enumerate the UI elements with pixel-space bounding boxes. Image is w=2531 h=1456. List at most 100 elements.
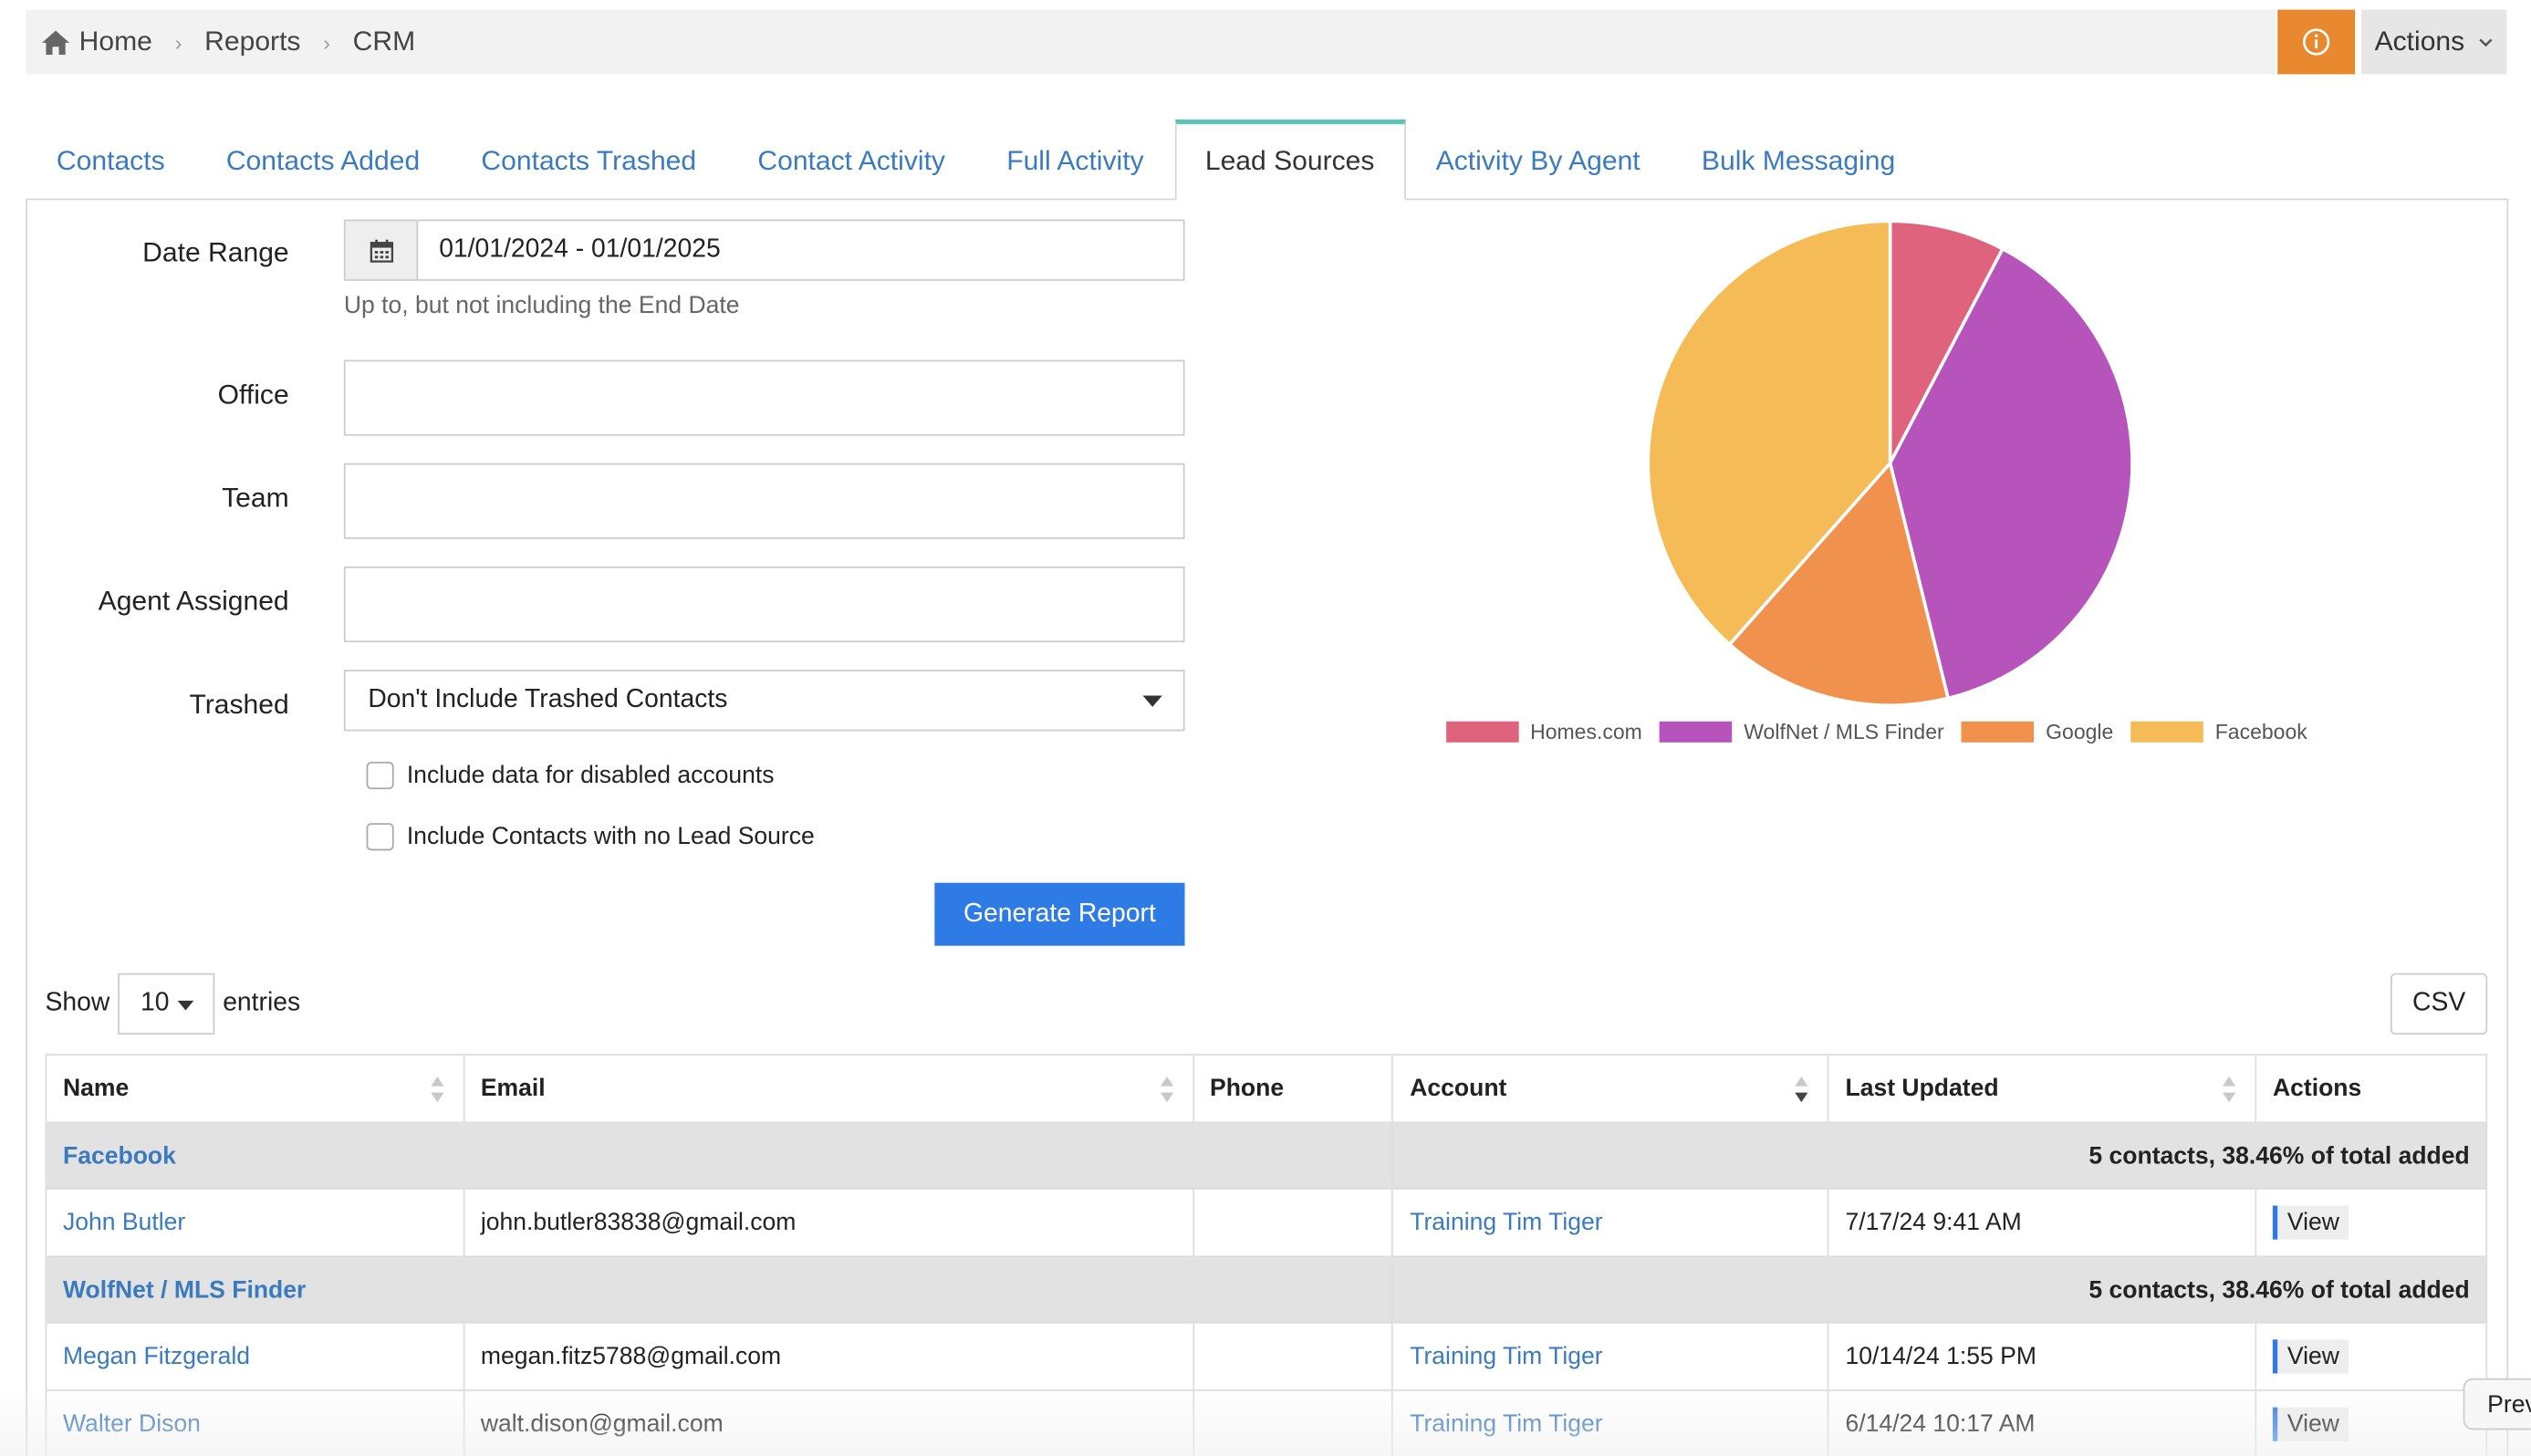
group-name-cell: WolfNet / MLS Finder (45, 1255, 1394, 1324)
date-range-hint: Up to, but not including the End Date (343, 292, 740, 320)
last-updated: 10/14/24 1:55 PM (1828, 1321, 2257, 1391)
agent-assigned-select[interactable] (343, 566, 1185, 643)
column-header-account[interactable]: Account (1391, 1054, 1829, 1124)
legend-item[interactable]: WolfNet / MLS Finder (1660, 720, 1944, 744)
chevron-right-icon: › (323, 29, 330, 55)
legend-label: Homes.com (1530, 720, 1642, 744)
page-length-control: Show 10 entries (45, 972, 301, 1035)
generate-report-button[interactable]: Generate Report (934, 882, 1185, 946)
trashed-select[interactable]: Don't Include Trashed Contacts (343, 670, 1185, 732)
legend-swatch (1446, 721, 1519, 743)
legend-item[interactable]: Homes.com (1446, 720, 1642, 744)
office-label: Office (217, 379, 289, 411)
contact-name-link[interactable]: Walter Dison (62, 1410, 201, 1439)
csv-export-button[interactable]: CSV (2390, 972, 2488, 1035)
column-header-email-label: Email (480, 1075, 546, 1103)
tab-contacts-added[interactable]: Contacts Added (225, 144, 421, 175)
pie-slice-homes-com[interactable] (1888, 219, 2005, 464)
tab-bulk-messaging[interactable]: Bulk Messaging (1701, 144, 1896, 175)
column-header-phone-label: Phone (1209, 1075, 1285, 1103)
group-name-link[interactable]: WolfNet / MLS Finder (62, 1275, 307, 1304)
lead-sources-table: Name Email Phone Account Last Updated Ac… (45, 1054, 2488, 1456)
account-link[interactable]: Training Tim Tiger (1410, 1209, 1603, 1237)
breadcrumb-reports-label: Reports (204, 26, 301, 57)
sort-icon (2223, 1076, 2236, 1103)
breadcrumb: Home › Reports › CRM (26, 9, 2276, 75)
column-header-phone: Phone (1192, 1054, 1394, 1124)
info-icon (2303, 28, 2330, 56)
legend-item[interactable]: Facebook (2130, 720, 2307, 744)
contact-phone (1192, 1188, 1394, 1258)
tab-activity-by-agent[interactable]: Activity By Agent (1435, 144, 1640, 175)
view-button[interactable]: View (2272, 1205, 2349, 1240)
group-row-facebook: Facebook 5 contacts, 38.46% of total add… (45, 1121, 2488, 1190)
include-no-source-row: Include Contacts with no Lead Source (366, 823, 815, 851)
tab-lead-sources[interactable]: Lead Sources (1174, 119, 1406, 201)
sort-icon (1160, 1076, 1173, 1103)
legend-label: Facebook (2214, 720, 2307, 744)
contact-phone (1192, 1321, 1394, 1391)
column-header-actions: Actions (2255, 1054, 2488, 1124)
pie-slice-google[interactable] (1727, 460, 1951, 707)
include-no-source-checkbox[interactable] (366, 823, 394, 851)
column-header-name[interactable]: Name (45, 1054, 465, 1124)
legend-swatch (2130, 721, 2204, 743)
breadcrumb-crm-label: CRM (352, 26, 416, 57)
column-header-last-updated-label: Last Updated (1845, 1075, 1999, 1103)
lead-sources-pie-chart (1646, 219, 2134, 707)
page-length-select[interactable]: 10 (118, 972, 215, 1035)
date-range-value: 01/01/2024 - 01/01/2025 (439, 235, 721, 264)
group-row-wolfnet: WolfNet / MLS Finder 5 contacts, 38.46% … (45, 1255, 2488, 1324)
view-button[interactable]: View (2272, 1407, 2349, 1441)
tab-full-activity[interactable]: Full Activity (1006, 144, 1144, 175)
legend-swatch (1660, 721, 1733, 743)
include-no-source-label: Include Contacts with no Lead Source (406, 823, 815, 851)
breadcrumb-crm: CRM (353, 26, 415, 57)
chevron-right-icon: › (174, 29, 182, 55)
preview-button[interactable]: Prev (2463, 1378, 2531, 1430)
tab-contacts[interactable]: Contacts (56, 144, 165, 175)
tab-contacts-trashed[interactable]: Contacts Trashed (481, 144, 697, 175)
breadcrumb-reports[interactable]: Reports (204, 26, 300, 57)
view-button[interactable]: View (2272, 1339, 2349, 1374)
breadcrumb-home[interactable]: Home (41, 26, 152, 57)
tab-contact-activity[interactable]: Contact Activity (757, 144, 945, 175)
date-range-input[interactable]: 01/01/2024 - 01/01/2025 (343, 219, 1185, 281)
account-link[interactable]: Training Tim Tiger (1410, 1410, 1603, 1439)
pie-slice-wolfnet-mls-finder[interactable] (1888, 246, 2134, 701)
include-disabled-label: Include data for disabled accounts (406, 762, 775, 790)
contact-email: megan.fitz5788@gmail.com (463, 1321, 1194, 1391)
include-disabled-checkbox[interactable] (366, 762, 394, 790)
legend-swatch (1962, 721, 2035, 743)
entries-label: entries (223, 989, 301, 1017)
column-header-actions-label: Actions (2272, 1075, 2362, 1103)
team-label: Team (222, 482, 289, 514)
contact-phone (1192, 1389, 1394, 1456)
table-row: Megan Fitzgerald megan.fitz5788@gmail.co… (45, 1321, 2488, 1391)
page-length-value: 10 (140, 989, 170, 1017)
calendar-icon (369, 238, 393, 262)
table-row: Walter Dison walt.dison@gmail.com Traini… (45, 1389, 2488, 1456)
group-name-cell: Facebook (45, 1121, 1394, 1190)
table-row: John Butler john.butler83838@gmail.com T… (45, 1188, 2488, 1258)
legend-item[interactable]: Google (1962, 720, 2113, 744)
column-header-account-label: Account (1410, 1075, 1507, 1103)
team-select[interactable] (343, 463, 1185, 539)
column-header-email[interactable]: Email (463, 1054, 1194, 1124)
actions-label: Actions (2374, 26, 2465, 57)
contact-name-link[interactable]: Megan Fitzgerald (62, 1342, 251, 1370)
table-header-row: Name Email Phone Account Last Updated Ac… (45, 1054, 2488, 1124)
contact-name-link[interactable]: John Butler (62, 1209, 186, 1237)
calendar-button[interactable] (345, 221, 419, 280)
info-button[interactable] (2277, 9, 2356, 75)
actions-dropdown-button[interactable]: Actions (2361, 9, 2507, 75)
trashed-select-value: Don't Include Trashed Contacts (368, 685, 728, 713)
show-label: Show (45, 989, 110, 1017)
office-select[interactable] (343, 359, 1185, 436)
pie-slice-facebook[interactable] (1646, 219, 1892, 647)
account-link[interactable]: Training Tim Tiger (1410, 1342, 1603, 1370)
group-name-link[interactable]: Facebook (62, 1141, 176, 1170)
caret-down-icon (177, 1000, 194, 1011)
column-header-last-updated[interactable]: Last Updated (1828, 1054, 2257, 1124)
